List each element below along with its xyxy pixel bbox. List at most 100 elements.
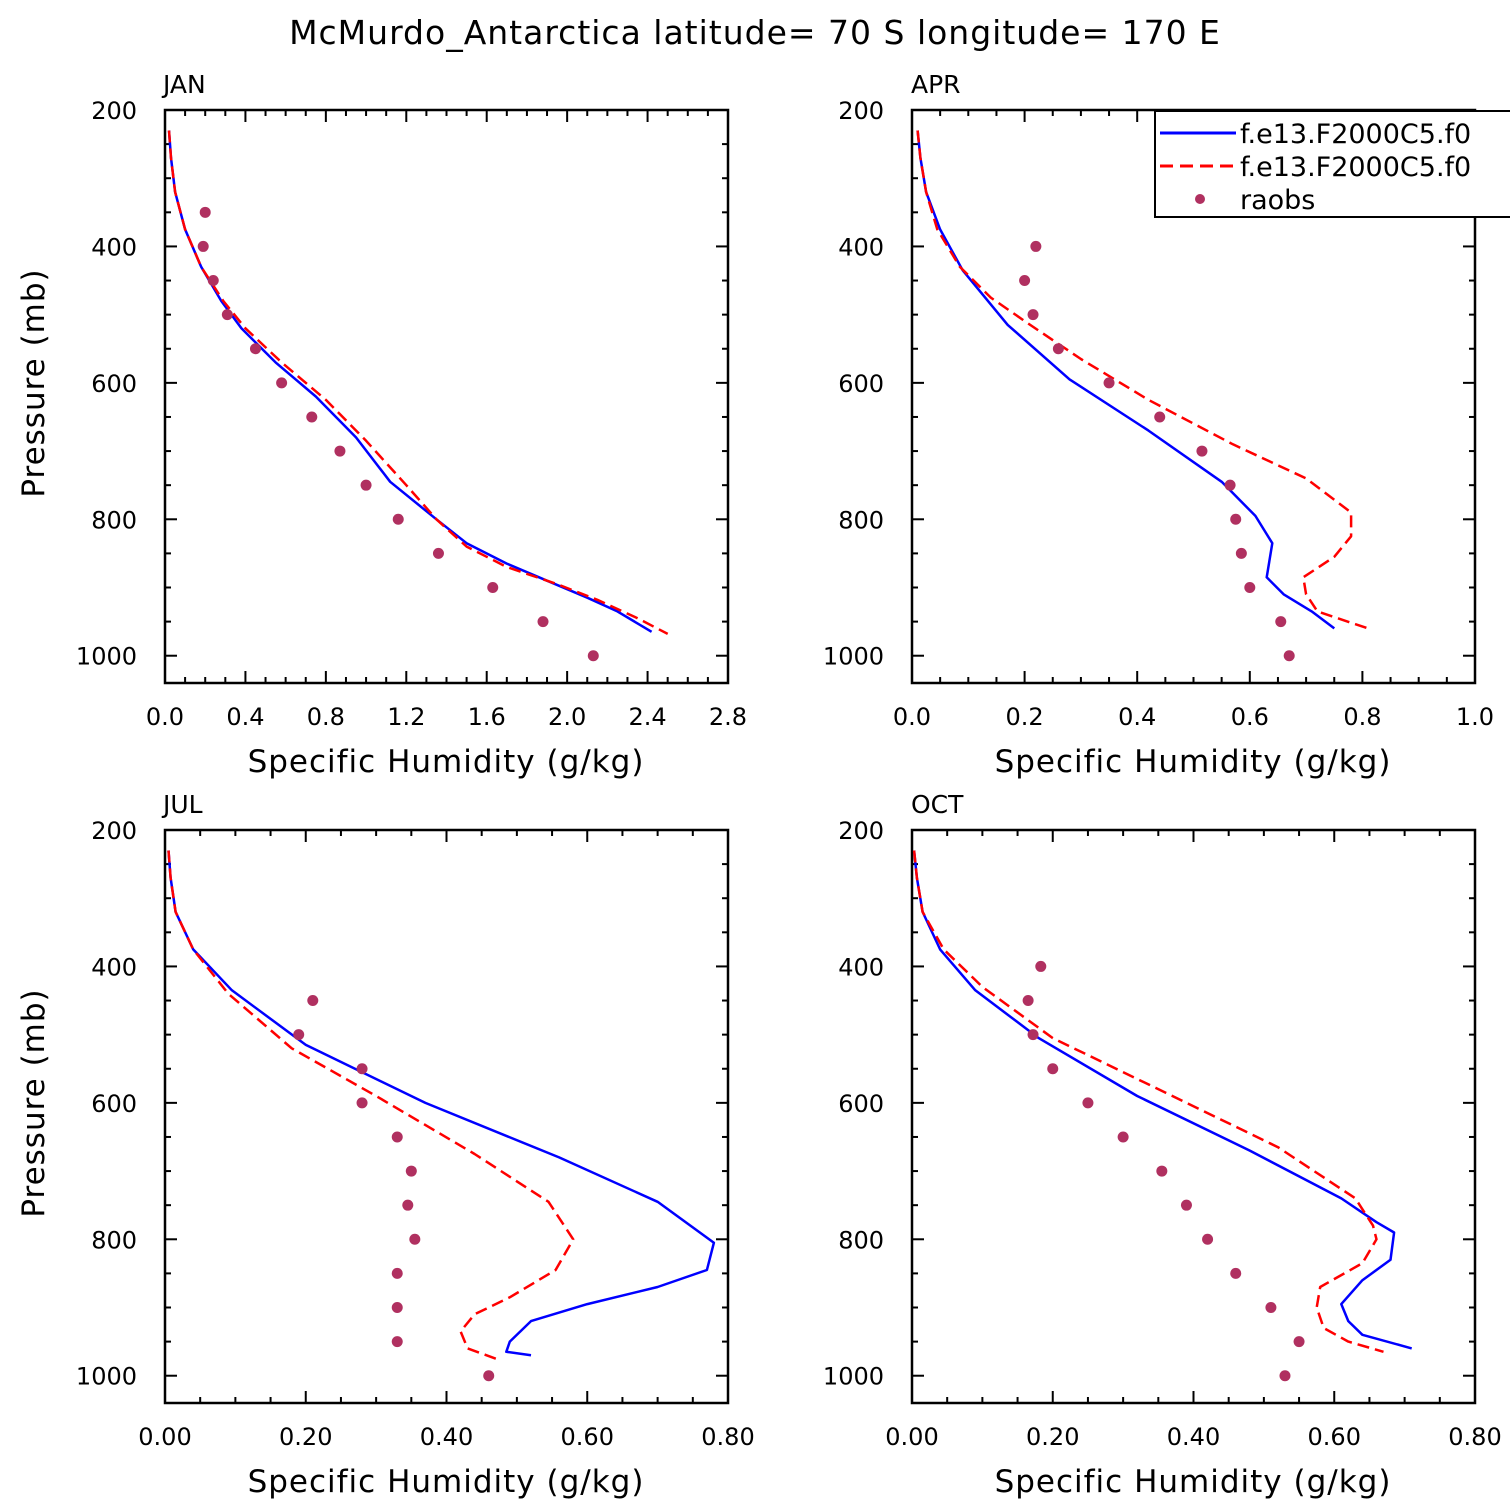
series-line-model-b <box>912 850 1384 1354</box>
y-tick-label: 800 <box>838 1226 884 1254</box>
x-tick-label: 0.80 <box>701 1423 754 1451</box>
x-axis-title-apr: Specific Humidity (g/kg) <box>995 744 1392 780</box>
y-tick-label: 600 <box>838 370 884 398</box>
x-tick-label: 2.8 <box>709 703 747 731</box>
raobs-point <box>391 1267 403 1279</box>
legend-marker-raobs <box>1195 194 1205 204</box>
raobs-point <box>1022 995 1034 1007</box>
y-tick-label: 600 <box>838 1090 884 1118</box>
x-axis-title-jul: Specific Humidity (g/kg) <box>248 1464 645 1500</box>
x-tick-label: 0.60 <box>1308 1423 1361 1451</box>
series-line-model-b <box>167 850 575 1360</box>
series-line-model-a <box>912 850 1413 1350</box>
raobs-point <box>1235 547 1247 559</box>
raobs-point <box>405 1165 417 1177</box>
plot-area-jul <box>167 850 716 1382</box>
y-tick-label: 600 <box>91 1090 137 1118</box>
raobs-point <box>402 1199 414 1211</box>
raobs-point <box>276 377 288 389</box>
raobs-point <box>537 616 549 628</box>
raobs-point <box>356 1063 368 1075</box>
raobs-point <box>1293 1336 1305 1348</box>
raobs-point <box>1265 1302 1277 1313</box>
raobs-point <box>1180 1199 1192 1211</box>
raobs-point <box>392 513 404 525</box>
x-tick-label: 0.4 <box>226 703 264 731</box>
raobs-point <box>334 445 346 457</box>
axes-oct: 0.00 0.20 0.40 0.60 0.80 200 400 600 800 1000 <box>823 817 1502 1451</box>
axes-jul: 0.00 0.20 0.40 0.60 0.80 200 400 600 800 1000 <box>76 817 755 1451</box>
plot-frame <box>163 828 730 1405</box>
raobs-point <box>1244 582 1256 593</box>
series-line-model-b <box>916 130 1369 630</box>
x-tick-label: 0.2 <box>1006 703 1044 731</box>
x-tick-label: 2.0 <box>548 703 586 731</box>
x-tick-label: 0.40 <box>1167 1423 1220 1451</box>
y-tick-label: 200 <box>91 97 137 125</box>
series-line-model-b <box>167 130 669 636</box>
raobs-point <box>1279 1370 1291 1382</box>
plot-area-apr <box>916 130 1369 662</box>
y-tick-label: 800 <box>91 506 137 534</box>
y-tick-label: 1000 <box>76 643 137 671</box>
raobs-point <box>199 206 211 218</box>
raobs-point <box>1103 377 1115 389</box>
x-axis-title-oct: Specific Humidity (g/kg) <box>995 1464 1392 1500</box>
raobs-point <box>307 995 319 1007</box>
panel-oct: OCT 0.00 0.20 0.40 0.60 0.80 200 400 600 800 1000… <box>823 790 1502 1500</box>
x-tick-label: 0.8 <box>1343 703 1381 731</box>
raobs-point <box>221 309 233 321</box>
panel-jul: JUL 0.00 0.20 0.40 0.60 0.80 200 400 600 800 1000… <box>16 790 755 1500</box>
y-tick-label: 200 <box>838 97 884 125</box>
raobs-point <box>391 1302 403 1313</box>
raobs-point <box>1275 616 1287 628</box>
raobs-point <box>1082 1097 1094 1109</box>
x-axis-title-jan: Specific Humidity (g/kg) <box>248 744 645 780</box>
x-tick-label: 0.00 <box>138 1423 191 1451</box>
raobs-point <box>432 547 444 559</box>
raobs-point <box>1027 309 1039 321</box>
x-tick-label: 1.6 <box>468 703 506 731</box>
y-axis-title-jan: Pressure (mb) <box>16 268 52 497</box>
y-tick-label: 1000 <box>76 1363 137 1391</box>
panel-label-jul: JUL <box>161 790 203 819</box>
raobs-point <box>1230 513 1242 525</box>
y-axis-title-jul: Pressure (mb) <box>16 988 52 1217</box>
x-tick-label: 0.80 <box>1448 1423 1501 1451</box>
plot-frame <box>910 828 1477 1405</box>
raobs-point <box>1283 650 1295 662</box>
y-tick-label: 200 <box>838 817 884 845</box>
raobs-point <box>1035 960 1047 972</box>
panel-label-oct: OCT <box>911 790 964 819</box>
plot-frame <box>163 108 730 685</box>
raobs-point <box>1019 275 1031 287</box>
legend-label-raobs: raobs <box>1240 185 1315 216</box>
raobs-point <box>1230 1267 1242 1279</box>
x-tick-label: 0.8 <box>307 703 345 731</box>
legend-box <box>1154 110 1510 218</box>
raobs-point <box>1047 1063 1059 1075</box>
x-tick-label: 0.00 <box>885 1423 938 1451</box>
y-tick-label: 400 <box>91 953 137 981</box>
x-tick-label: 0.20 <box>1026 1423 1079 1451</box>
y-tick-label: 400 <box>838 953 884 981</box>
legend-label-model-a: f.e13.F2000C5.f0 <box>1240 119 1471 150</box>
raobs-point <box>1154 411 1166 423</box>
y-tick-label: 400 <box>838 233 884 261</box>
raobs-point <box>1196 445 1208 457</box>
series-line-model-a <box>167 130 653 633</box>
raobs-point <box>207 275 219 287</box>
plot-area-jan <box>167 130 669 662</box>
raobs-point <box>197 240 209 252</box>
x-tick-label: 0.0 <box>146 703 184 731</box>
raobs-point <box>1156 1165 1168 1177</box>
raobs-point <box>487 582 499 593</box>
x-tick-label: 0.20 <box>279 1423 332 1451</box>
legend-label-model-b: f.e13.F2000C5.f0 <box>1240 152 1471 183</box>
panel-jan: JAN 0.0 0.4 0.8 1.2 1.6 2.0 2.4 2.8 200 400 600 800… <box>16 70 747 780</box>
y-tick-label: 400 <box>91 233 137 261</box>
y-tick-label: 200 <box>91 817 137 845</box>
axes-jan: 0.0 0.4 0.8 1.2 1.6 2.0 2.4 2.8 200 400 600 800 1000 <box>76 97 747 731</box>
panel-label-jan: JAN <box>161 70 206 99</box>
y-tick-label: 1000 <box>823 1363 884 1391</box>
